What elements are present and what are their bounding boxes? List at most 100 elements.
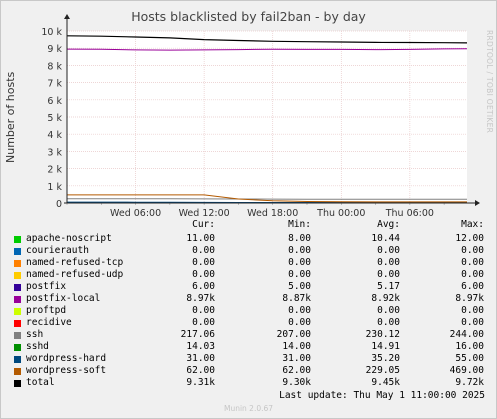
legend-row: named-refused-udp 0.00 0.00 0.00 0.00 [14, 269, 484, 281]
legend-min: 0.00 [288, 245, 311, 256]
legend-cur: 0.00 [192, 317, 215, 328]
y-tick-label: 1 k [47, 182, 62, 193]
legend-max: 9.72k [455, 377, 484, 388]
y-tick-label: 8 k [47, 61, 62, 72]
y-tick-label: 7 k [47, 79, 62, 90]
y-tick-label: 3 k [47, 147, 62, 158]
y-tick-label: 6 k [47, 96, 62, 107]
series-line-ssh [67, 198, 467, 200]
legend-row: proftpd 0.00 0.00 0.00 0.00 [14, 305, 484, 317]
legend-min: 8.00 [288, 233, 311, 244]
x-axis-arrow [475, 200, 480, 206]
x-tick-label: Wed 18:00 [247, 208, 298, 219]
y-tick-label: 0 [56, 199, 62, 210]
legend-avg: 0.00 [377, 245, 400, 256]
legend-cur: 0.00 [192, 305, 215, 316]
header-cur: Cur: [192, 219, 215, 230]
legend-min: 0.00 [288, 257, 311, 268]
legend-min: 62.00 [282, 365, 311, 376]
legend-name: wordpress-hard [26, 353, 107, 364]
legend-row: postfix 6.00 5.00 5.17 6.00 [14, 281, 484, 293]
y-tick-label: 2 k [47, 165, 62, 176]
legend-name: postfix [26, 281, 67, 292]
legend-max: 0.00 [461, 269, 484, 280]
legend-avg: 9.45k [371, 377, 400, 388]
legend-avg: 10.44 [371, 233, 400, 244]
chart-title: Hosts blacklisted by fail2ban - by day [131, 9, 366, 24]
legend-swatch [14, 295, 21, 303]
legend-avg: 5.17 [377, 281, 400, 292]
x-tick-label: Thu 06:00 [385, 208, 434, 219]
legend-row: named-refused-tcp 0.00 0.00 0.00 0.00 [14, 257, 484, 269]
legend-row: wordpress-soft 62.00 62.00 229.05 469.00 [14, 365, 484, 377]
legend-min: 0.00 [288, 305, 311, 316]
y-tick-label: 5 k [47, 113, 62, 124]
legend-max: 6.00 [461, 281, 484, 292]
y-tick-label: 10 k [41, 27, 62, 38]
legend-swatch [14, 247, 21, 255]
legend-row: ssh 217.06 207.00 230.12 244.00 [14, 329, 484, 341]
legend-name: sshd [26, 341, 49, 352]
legend-row: recidive 0.00 0.00 0.00 0.00 [14, 317, 484, 329]
legend-max: 16.00 [455, 341, 484, 352]
legend-swatch [14, 271, 21, 279]
legend-swatch [14, 319, 21, 327]
legend-name: ssh [26, 329, 44, 340]
legend-cur: 0.00 [192, 257, 215, 268]
legend-name: recidive [26, 317, 72, 328]
y-axis-arrow [64, 14, 70, 19]
legend-min: 0.00 [288, 269, 311, 280]
x-tick-label: Wed 12:00 [179, 208, 230, 219]
legend-name: postfix-local [26, 293, 101, 304]
legend-name: proftpd [26, 305, 67, 316]
legend-max: 8.97k [455, 293, 484, 304]
legend-min: 0.00 [288, 317, 311, 328]
x-tick-label: Thu 00:00 [316, 208, 365, 219]
legend-cur: 9.31k [186, 377, 215, 388]
legend-name: apache-noscript [26, 233, 112, 244]
legend-row: sshd 14.03 14.00 14.91 16.00 [14, 341, 484, 353]
legend-avg: 230.12 [365, 329, 400, 340]
legend-avg: 0.00 [377, 269, 400, 280]
legend-min: 9.30k [282, 377, 311, 388]
legend-row: apache-noscript 11.00 8.00 10.44 12.00 [14, 233, 484, 245]
legend-swatch [14, 343, 21, 351]
legend-max: 12.00 [455, 233, 484, 244]
legend-name: wordpress-soft [26, 365, 107, 376]
legend-swatch [14, 235, 21, 243]
legend-row: postfix-local 8.97k 8.87k 8.92k 8.97k [14, 293, 484, 305]
legend-name: total [26, 377, 55, 388]
x-tick-label: Wed 06:00 [110, 208, 161, 219]
series-line-postfix-local [66, 48, 468, 51]
header-avg: Avg: [377, 219, 400, 230]
munin-version: Munin 2.0.67 [223, 404, 274, 413]
legend-name: courierauth [26, 245, 89, 256]
legend-table: Cur: Min: Avg: Max: apache-noscript 11.00… [14, 219, 484, 389]
legend-avg: 0.00 [377, 317, 400, 328]
legend-min: 8.87k [282, 293, 311, 304]
legend-cur: 217.06 [180, 329, 215, 340]
series-line-total [66, 35, 468, 44]
legend-avg: 14.91 [371, 341, 400, 352]
legend-swatch [14, 367, 21, 375]
legend-name: named-refused-tcp [26, 257, 124, 268]
legend-cur: 31.00 [186, 353, 215, 364]
header-min: Min: [288, 219, 311, 230]
legend-max: 0.00 [461, 245, 484, 256]
legend-row: wordpress-hard 31.00 31.00 35.20 55.00 [14, 353, 484, 365]
legend-min: 14.00 [282, 341, 311, 352]
chart-canvas: 0 1 k 2 k 3 k 4 k 5 k 6 k 7 k 8 k 9 k 10 k Wed 06:0… [41, 14, 480, 219]
legend-max: 55.00 [455, 353, 484, 364]
last-update: Last update: Thu May 1 11:00:00 2025 [279, 390, 485, 401]
legend-name: named-refused-udp [26, 269, 124, 280]
legend-swatch [14, 331, 21, 339]
legend-max: 0.00 [461, 305, 484, 316]
legend-cur: 62.00 [186, 365, 215, 376]
legend-min: 31.00 [282, 353, 311, 364]
legend-avg: 0.00 [377, 305, 400, 316]
legend-max: 0.00 [461, 317, 484, 328]
legend-swatch [14, 283, 21, 291]
legend-row: courierauth 0.00 0.00 0.00 0.00 [14, 245, 484, 257]
legend-cur: 14.03 [186, 341, 215, 352]
y-tick-label: 9 k [47, 44, 62, 55]
